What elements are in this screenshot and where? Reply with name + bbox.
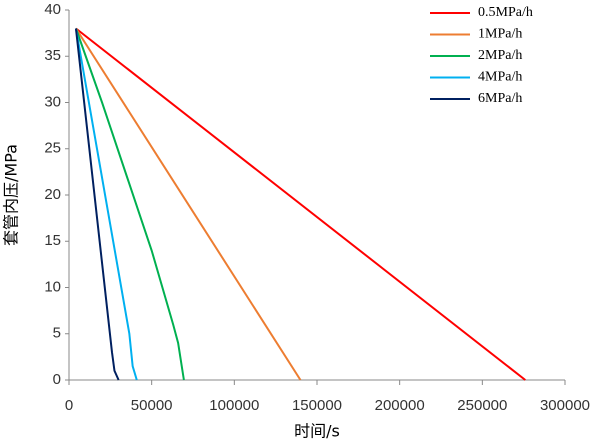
data-line	[74, 28, 120, 381]
y-tick-label: 5	[53, 325, 61, 342]
y-tick-label: 30	[44, 93, 61, 110]
x-tick-label: 50000	[131, 397, 173, 414]
y-tick-label: 0	[53, 371, 61, 388]
x-tick-label: 0	[65, 397, 73, 414]
x-axis-label: 时间/s	[294, 422, 340, 441]
y-tick-label: 25	[44, 140, 61, 157]
y-axis-label: 套管内压/MPa	[2, 144, 21, 246]
y-tick-label: 20	[44, 186, 61, 203]
data-line	[75, 28, 185, 381]
legend-label: 0.5MPa/h	[478, 5, 533, 20]
legend-label: 6MPa/h	[478, 91, 522, 106]
legend-label: 1MPa/h	[478, 27, 522, 42]
y-tick-label: 15	[44, 232, 61, 249]
x-tick-label: 300000	[540, 397, 590, 414]
data-line	[75, 27, 526, 381]
y-tick-label: 10	[44, 278, 61, 295]
legend-label: 2MPa/h	[478, 48, 522, 63]
y-tick-label: 40	[44, 1, 61, 18]
x-tick-label: 250000	[457, 397, 507, 414]
x-tick-label: 100000	[209, 397, 259, 414]
x-tick-label: 150000	[292, 397, 342, 414]
legend-label: 4MPa/h	[478, 70, 522, 85]
x-tick-label: 200000	[375, 397, 425, 414]
data-line	[75, 27, 302, 381]
y-tick-label: 35	[44, 47, 61, 64]
data-line	[74, 28, 138, 381]
